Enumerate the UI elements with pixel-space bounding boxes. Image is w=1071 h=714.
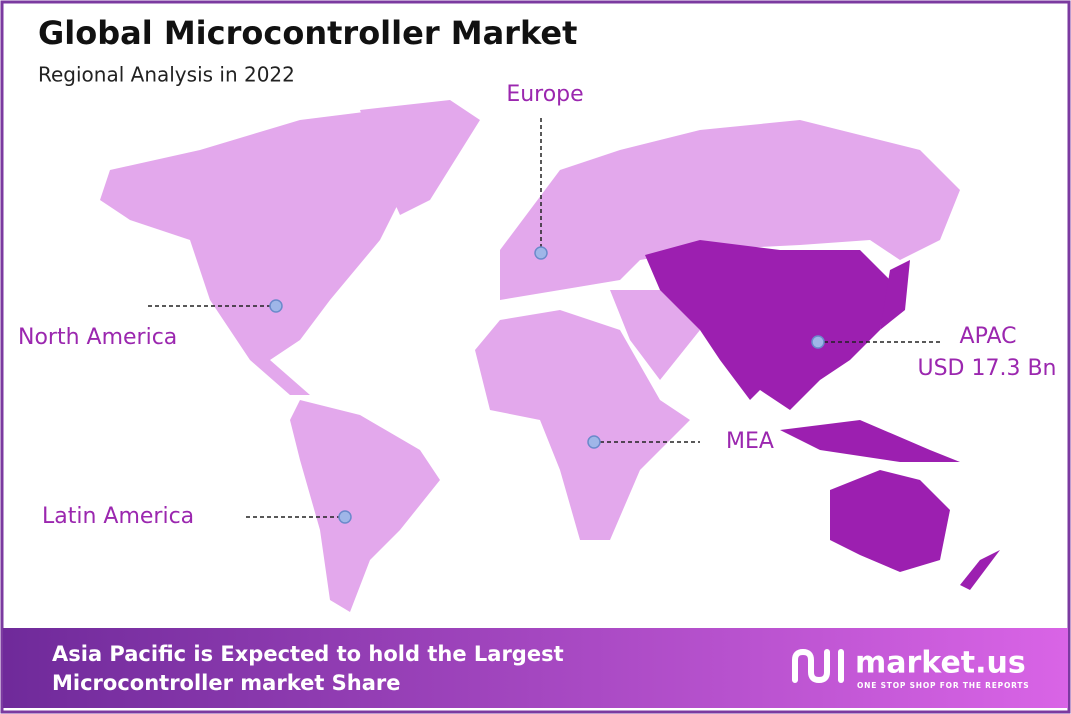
- region-label: Europe: [506, 82, 583, 107]
- south-america-shape: [290, 400, 440, 612]
- logo-text: market.us: [855, 646, 1026, 681]
- region-label: North America: [18, 325, 177, 350]
- marker: [534, 246, 548, 260]
- footer-text: Microcontroller market Share: [52, 671, 401, 695]
- apac-map: [645, 240, 1000, 590]
- subtitle: Regional Analysis in 2022: [38, 63, 295, 87]
- markers: [269, 246, 825, 524]
- new-zealand-shape: [960, 550, 1000, 590]
- logo-tagline: ONE STOP SHOP FOR THE REPORTS: [857, 681, 1030, 690]
- greenland-shape: [360, 100, 480, 215]
- region-value: USD 17.3 Bn: [917, 356, 1056, 381]
- north-america-shape: [100, 110, 420, 395]
- logo-icon: [792, 648, 844, 684]
- region-label: MEA: [726, 429, 774, 454]
- leaders: [148, 118, 940, 518]
- marker: [587, 435, 601, 449]
- africa-shape: [475, 310, 690, 540]
- footer-band: [3, 628, 1068, 708]
- region-label: APAC: [960, 324, 1017, 349]
- indonesia-shape: [780, 420, 960, 462]
- middle-east-shape: [610, 290, 700, 380]
- marker: [269, 299, 283, 313]
- map: [100, 100, 960, 612]
- europe-russia-shape: [500, 120, 960, 300]
- footer-text: Asia Pacific is Expected to hold the Lar…: [52, 642, 564, 666]
- japan-shape: [880, 260, 910, 330]
- marker: [811, 335, 825, 349]
- region-label: Latin America: [42, 504, 194, 529]
- logo-mark: [792, 648, 830, 684]
- title: Global Microcontroller Market: [38, 14, 577, 52]
- marker: [338, 510, 352, 524]
- australia-shape: [830, 470, 950, 572]
- asia-shape: [645, 240, 890, 410]
